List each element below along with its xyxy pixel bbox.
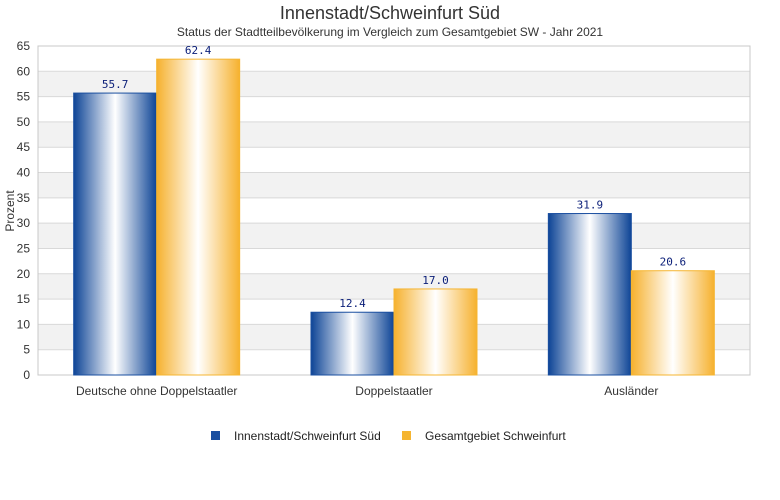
legend-swatch-gesamtgebiet <box>402 431 411 440</box>
bar-gesamtgebiet-schweinfurt-ausl-nder <box>630 270 715 376</box>
y-axis-label: Prozent <box>3 190 17 232</box>
y-tick-label: 40 <box>17 166 31 180</box>
legend-label-gesamtgebiet: Gesamtgebiet Schweinfurt <box>425 429 566 443</box>
y-tick-label: 0 <box>23 368 30 382</box>
y-tick-label: 60 <box>17 64 31 78</box>
bar-innenstadt-schweinfurt-s-d-deutsche-ohne-doppelstaatler <box>73 92 158 376</box>
y-tick-label: 65 <box>17 39 31 53</box>
bar-gesamtgebiet-schweinfurt-deutsche-ohne-doppelstaatler <box>156 58 241 376</box>
bars <box>73 58 715 376</box>
data-label: 20.6 <box>660 256 687 269</box>
y-tick-label: 15 <box>17 292 31 306</box>
y-tick-label: 45 <box>17 140 31 154</box>
y-tick-label: 35 <box>17 191 31 205</box>
data-label: 31.9 <box>577 199 604 212</box>
y-tick-label: 30 <box>17 216 31 230</box>
chart-title: Innenstadt/Schweinfurt Süd <box>280 3 500 23</box>
y-tick-label: 55 <box>17 90 31 104</box>
y-tick-label: 50 <box>17 115 31 129</box>
legend: Innenstadt/Schweinfurt Süd Gesamtgebiet … <box>211 429 566 443</box>
grid-band <box>38 46 750 72</box>
y-axis-ticks: 0 5 10 15 20 25 30 35 40 45 50 55 60 65 <box>17 39 31 382</box>
chart-subtitle: Status der Stadtteilbevölkerung im Vergl… <box>177 25 604 39</box>
x-axis-categories: Deutsche ohne Doppelstaatler Doppelstaatl… <box>76 384 658 398</box>
bar-innenstadt-schweinfurt-s-d-doppelstaatler <box>310 311 395 376</box>
x-tick-label: Deutsche ohne Doppelstaatler <box>76 384 237 398</box>
x-tick-label: Doppelstaatler <box>355 384 432 398</box>
data-label: 17.0 <box>422 274 449 287</box>
data-label: 12.4 <box>339 297 366 310</box>
data-labels: 55.7 62.4 12.4 17.0 31.9 20.6 <box>102 44 686 310</box>
data-label: 55.7 <box>102 78 129 91</box>
y-tick-label: 20 <box>17 267 31 281</box>
legend-swatch-innenstadt <box>211 431 220 440</box>
x-tick-label: Ausländer <box>604 384 658 398</box>
y-tick-label: 10 <box>17 317 31 331</box>
y-tick-label: 25 <box>17 241 31 255</box>
data-label: 62.4 <box>185 44 212 57</box>
bar-gesamtgebiet-schweinfurt-doppelstaatler <box>393 288 478 376</box>
y-tick-label: 5 <box>23 343 30 357</box>
legend-label-innenstadt: Innenstadt/Schweinfurt Süd <box>234 429 381 443</box>
bar-innenstadt-schweinfurt-s-d-ausl-nder <box>547 213 632 376</box>
